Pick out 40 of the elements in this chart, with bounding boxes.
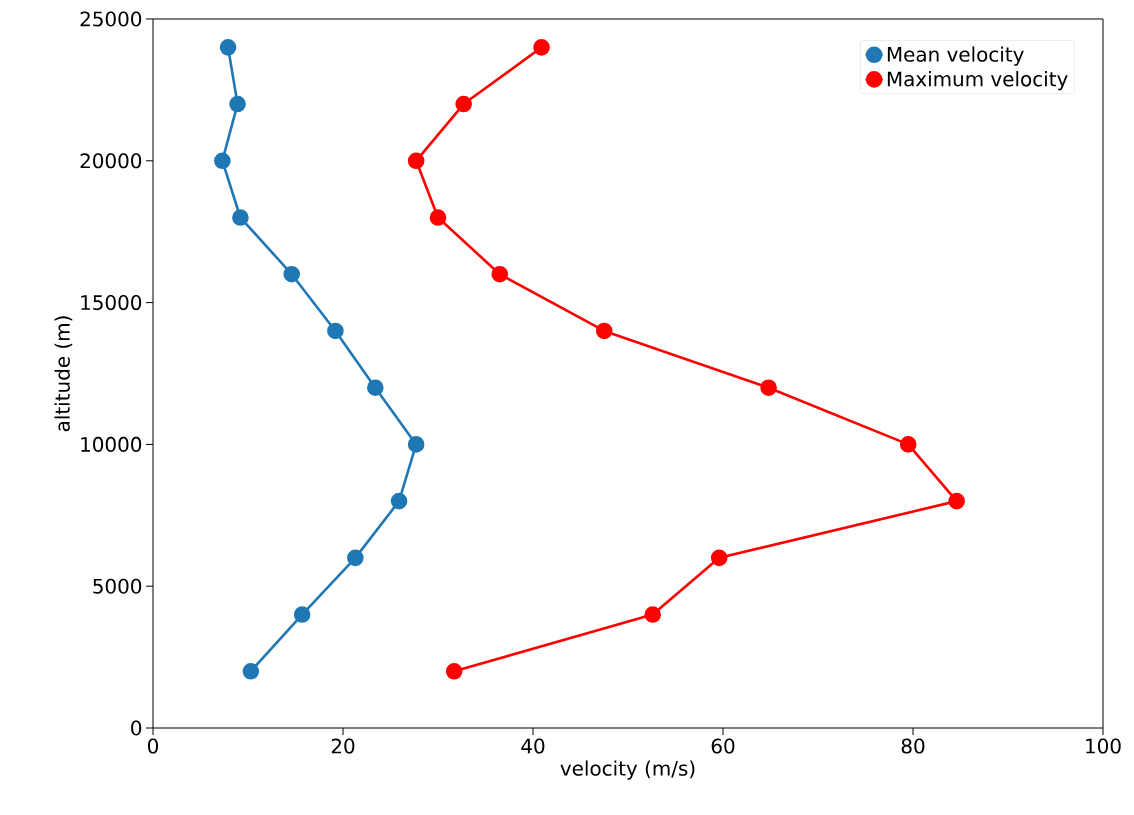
point bbox=[429, 209, 447, 226]
point bbox=[214, 152, 231, 170]
point bbox=[229, 95, 246, 113]
point bbox=[242, 662, 260, 680]
point bbox=[760, 379, 777, 396]
point bbox=[283, 265, 300, 283]
point bbox=[367, 379, 384, 396]
y-tick-label: 25000 bbox=[80, 11, 142, 27]
point bbox=[293, 606, 311, 623]
point bbox=[899, 436, 917, 453]
point bbox=[491, 265, 509, 283]
point bbox=[219, 39, 237, 56]
y-tick-label: 0 bbox=[131, 720, 142, 736]
y-axis-title: altitude (m) bbox=[54, 316, 73, 432]
point bbox=[948, 492, 966, 510]
point bbox=[390, 492, 408, 510]
y-tick-label: 20000 bbox=[80, 153, 142, 169]
point bbox=[407, 152, 425, 170]
legend-label: Maximum velocity bbox=[887, 71, 1068, 91]
x-tick-label: 20 bbox=[331, 738, 355, 754]
x-tick-label: 60 bbox=[711, 738, 735, 754]
y-tick-label: 15000 bbox=[81, 295, 142, 311]
point bbox=[232, 209, 249, 226]
legend-label: Mean velocity bbox=[887, 46, 1024, 66]
x-tick-label: 100 bbox=[1086, 738, 1121, 754]
point bbox=[533, 39, 550, 56]
point bbox=[710, 549, 728, 567]
x-tick-label: 80 bbox=[901, 738, 925, 754]
point bbox=[407, 436, 425, 453]
x-axis-title: velocity (m/s) bbox=[560, 760, 695, 780]
point bbox=[644, 606, 662, 623]
y-tick-label: 10000 bbox=[81, 436, 142, 452]
x-tick-label: 40 bbox=[521, 738, 545, 754]
point bbox=[455, 95, 472, 113]
point bbox=[347, 549, 364, 567]
point bbox=[445, 662, 463, 680]
point bbox=[595, 322, 613, 340]
y-tick-label: 5000 bbox=[93, 578, 142, 594]
point bbox=[327, 322, 344, 340]
x-tick-label: 0 bbox=[147, 738, 159, 754]
